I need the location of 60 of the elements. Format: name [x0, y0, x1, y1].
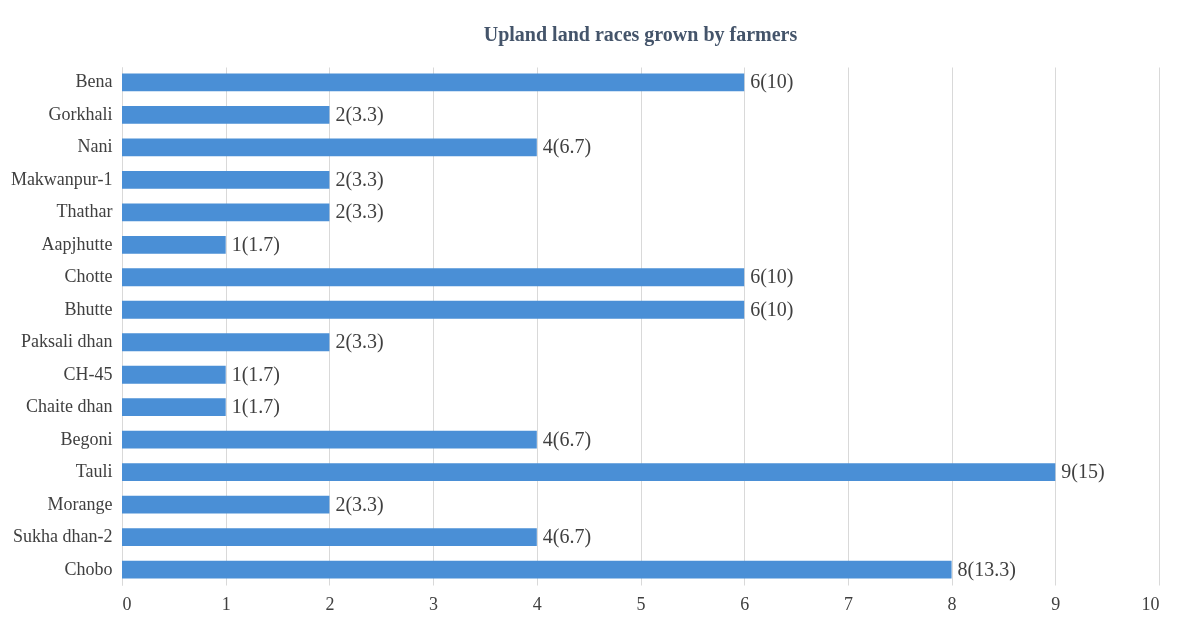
bar — [122, 495, 330, 514]
data-label: 6(10) — [750, 265, 794, 289]
chart-title: Upland land races grown by farmers — [483, 23, 798, 46]
x-tick-label: 1 — [221, 593, 231, 614]
x-tick-label: 8 — [947, 593, 957, 614]
data-label: 4(6.7) — [542, 525, 592, 549]
x-tick-label: 7 — [843, 593, 853, 614]
x-tick-label: 0 — [122, 593, 132, 614]
data-label: 2(3.3) — [335, 330, 384, 354]
bar — [122, 73, 745, 92]
bar — [122, 235, 226, 254]
bar — [122, 430, 537, 449]
y-tick-label: Bhutte — [64, 298, 113, 319]
data-label: 4(6.7) — [542, 427, 592, 451]
data-label: 2(3.3) — [335, 492, 384, 516]
x-tick-label: 6 — [740, 593, 750, 614]
data-label: 1(1.7) — [231, 232, 281, 256]
x-tick-label: 4 — [532, 593, 542, 614]
data-label: 2(3.3) — [335, 102, 384, 126]
bar — [122, 203, 330, 222]
x-tick-label: 10 — [1141, 593, 1160, 614]
y-tick-label: Tauli — [75, 461, 113, 482]
bar — [122, 268, 745, 287]
y-tick-label: Makwanpur-1 — [10, 168, 113, 189]
bar — [122, 560, 952, 579]
y-tick-label: Paksali dhan — [21, 331, 113, 352]
y-tick-label: Thathar — [56, 201, 113, 222]
x-tick-label: 5 — [636, 593, 646, 614]
x-tick-label: 3 — [429, 593, 439, 614]
bar — [122, 333, 330, 352]
y-tick-label: CH-45 — [63, 363, 113, 384]
data-label: 2(3.3) — [335, 200, 384, 224]
x-tick-label: 2 — [325, 593, 335, 614]
y-tick-label: Morange — [47, 493, 113, 514]
data-label: 2(3.3) — [335, 167, 384, 191]
bar — [122, 138, 537, 157]
y-tick-label: Nani — [77, 136, 113, 157]
y-tick-label: Bena — [75, 71, 113, 92]
bar — [122, 463, 1056, 482]
y-tick-label: Sukha dhan-2 — [13, 526, 113, 547]
data-label: 9(15) — [1061, 460, 1105, 484]
data-label: 1(1.7) — [231, 395, 281, 419]
data-label: 1(1.7) — [231, 362, 281, 386]
bar — [122, 300, 745, 319]
x-tick-label: 9 — [1051, 593, 1061, 614]
y-tick-label: Chaite dhan — [26, 396, 113, 417]
y-tick-label: Aapjhutte — [41, 233, 113, 254]
bar — [122, 365, 226, 384]
bar — [122, 398, 226, 417]
data-label: 4(6.7) — [542, 135, 592, 159]
y-tick-label: Chobo — [64, 558, 113, 579]
bar — [122, 105, 330, 124]
data-label: 6(10) — [750, 70, 794, 94]
bar — [122, 170, 330, 189]
data-label: 8(13.3) — [957, 557, 1016, 581]
y-tick-label: Chotte — [64, 266, 113, 287]
bar — [122, 528, 537, 547]
data-label: 6(10) — [750, 297, 794, 321]
y-tick-label: Gorkhali — [48, 103, 113, 124]
y-tick-label: Begoni — [60, 428, 113, 449]
